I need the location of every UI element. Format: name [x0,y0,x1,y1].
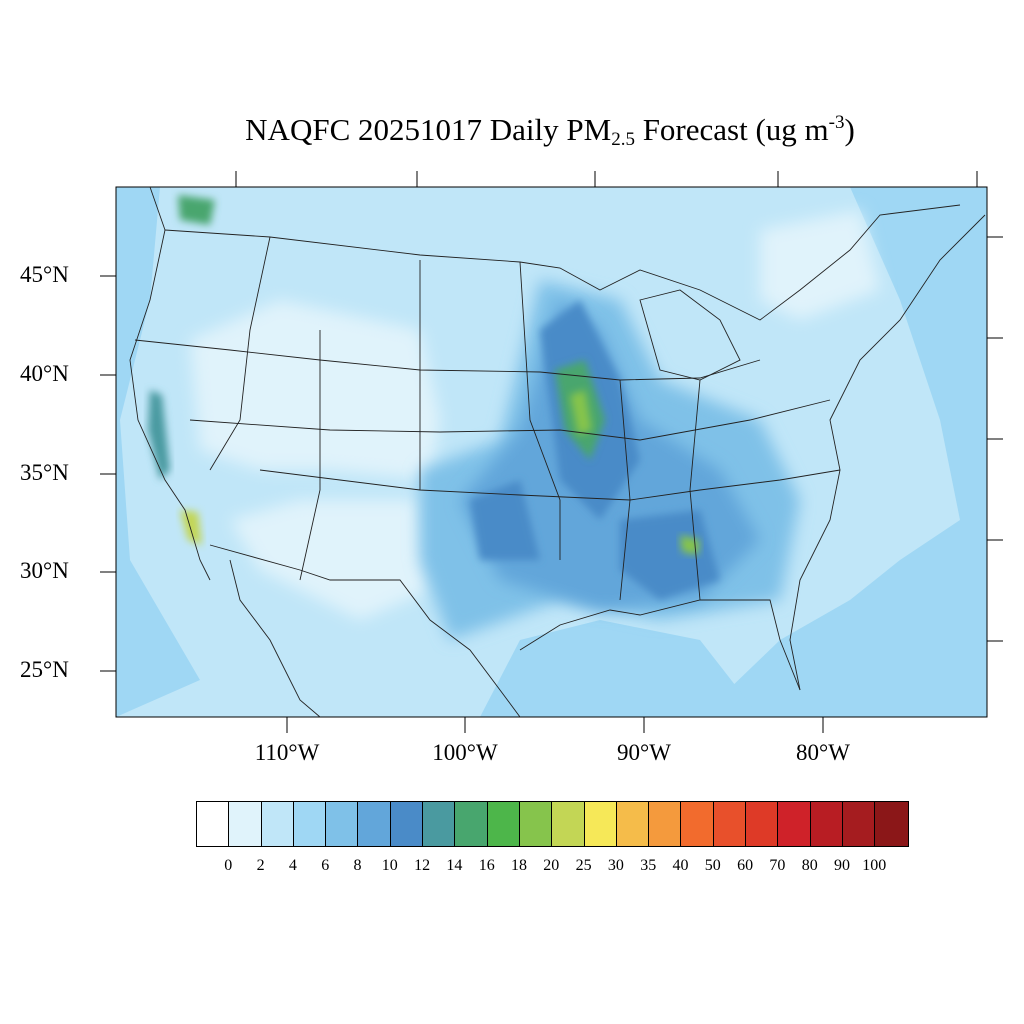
southeast-peak-field [620,510,720,600]
map-title: NAQFC 20251017 Daily PM2.5 Forecast (ug … [245,112,855,150]
axis-ticks [100,171,1003,733]
state-line-9 [209,236,271,471]
great-lakes [639,289,741,381]
colorbar-swatch [842,802,876,846]
atlantic-field [700,187,987,717]
colorbar-swatch [681,802,714,846]
colorbar-level-label: 20 [543,857,560,874]
gulf-coastline [519,599,801,691]
lon-label: 90°W [617,740,671,765]
colorbar-level-label: 50 [704,857,721,874]
state-line-1 [134,339,761,381]
state-line-8 [689,379,701,601]
colorbar-swatch [875,802,908,846]
california-valley-field [148,390,170,480]
oklahoma-peak-field [470,480,540,560]
baja-coastline [229,559,321,717]
colorbar-level-label: 40 [672,857,689,874]
colorbar-level-label: 18 [511,857,527,874]
colorbar-level-label: 2 [256,857,265,874]
colorbar-level-label: 90 [834,857,850,874]
colorbar-level-label: 0 [224,857,233,874]
colorbar-level-label: 10 [381,857,398,874]
colorbar-swatch [229,802,262,846]
colorbar-swatch [293,802,327,846]
colorbar-swatch [584,802,617,846]
concentration-field [116,187,987,717]
colorbar-level-label: 8 [353,857,362,874]
state-line-4 [299,330,321,581]
lat-label: 45°N [20,262,69,287]
colorbar-level-label: 4 [288,857,297,874]
lon-label: 110°W [254,740,320,765]
colorbar-swatch [519,802,553,846]
colorbar-swatch [358,802,391,846]
colorbar-level-label: 35 [640,857,657,874]
colorbar-level-label: 16 [478,857,495,874]
colorbar-swatch [455,802,488,846]
colorbar-level-label: 80 [801,857,818,874]
colorbar-swatch [616,802,650,846]
colorbar-swatch [487,802,520,846]
colorbar-swatch [423,802,456,846]
northwest-peak-field [178,195,215,225]
lat-label: 30°N [20,558,69,583]
colorbar-swatch [326,802,359,846]
west-coastline [129,187,211,581]
pacific-field [116,187,200,717]
colorbar-swatch [552,802,585,846]
colorbar-level-label: 25 [575,857,592,874]
gulf-field [480,620,760,717]
lon-label: 80°W [796,740,850,765]
map-frame [115,186,988,718]
colorbar-level-label: 70 [769,857,786,874]
colorbar-swatch [810,802,843,846]
state-line-7 [619,379,631,601]
iowa-max-field [570,390,592,435]
colorbar-swatch [778,802,811,846]
state-line-2 [189,399,831,441]
colorbar-swatch [746,802,779,846]
colorbar-level-label: 12 [414,857,431,874]
socal-peak-field [180,510,202,545]
lon-label: 100°W [432,740,498,765]
colorbar-level-label: 100 [862,857,887,874]
lat-label: 40°N [20,361,69,386]
west-light-field [190,300,440,480]
colorbar-swatch [649,802,682,846]
northeast-light-field [760,210,880,320]
colorbar-level-label: 30 [607,857,624,874]
state-line-6 [519,261,561,560]
east-coastline [789,214,986,691]
northern-border [164,204,961,321]
southwest-light-field [230,500,430,620]
colorbar-swatch [390,802,424,846]
colorbar [196,801,909,847]
boundaries [129,187,986,717]
colorbar-level-label: 6 [321,857,330,874]
colorbar-swatch [197,802,230,846]
alabama-peak-field [680,535,700,555]
colorbar-level-label: 60 [737,857,754,874]
lat-label: 25°N [20,657,69,682]
southern-border [209,544,521,717]
lat-label: 35°N [20,460,69,485]
colorbar-swatch [261,802,294,846]
colorbar-level-label: 14 [446,857,463,874]
colorbar-swatch [713,802,747,846]
